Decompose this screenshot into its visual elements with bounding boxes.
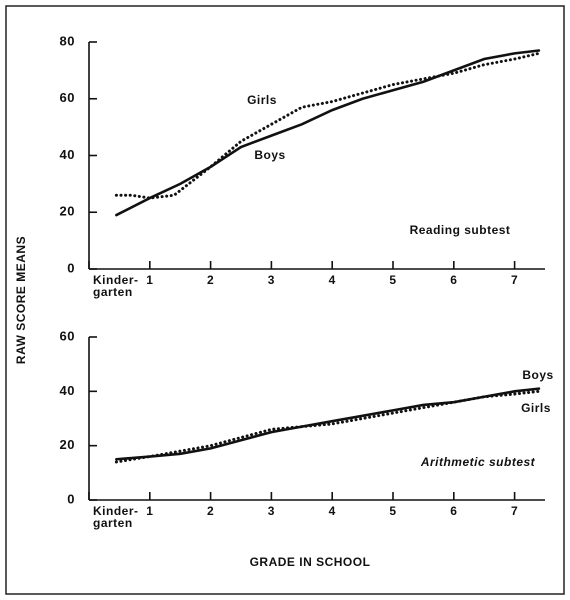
x-tick-label: 1 [146, 504, 153, 518]
x-tick-label: 2 [207, 504, 214, 518]
series-line [114, 51, 541, 200]
y-tick-label: 60 [60, 90, 75, 105]
x-tick-label: 6 [450, 273, 457, 287]
series-label: Girls [521, 401, 551, 415]
y-tick-label: 80 [60, 33, 75, 48]
x-tick-label: 4 [329, 504, 336, 518]
y-tick-label: 20 [60, 437, 75, 452]
y-tick-label: 40 [60, 383, 75, 398]
y-tick-label: 60 [60, 328, 75, 343]
series-label: Boys [254, 148, 285, 162]
y-tick-label: 0 [67, 491, 75, 506]
x-axis-label: GRADE IN SCHOOL [250, 555, 371, 569]
x-tick-label: Kinder-garten [93, 504, 139, 530]
x-tick-label: 2 [207, 273, 214, 287]
x-tick-label: 5 [389, 273, 396, 287]
x-tick-label: 3 [268, 273, 275, 287]
series-line [115, 49, 541, 217]
y-tick-label: 0 [67, 260, 75, 275]
series-label: Boys [522, 368, 553, 382]
frame [5, 5, 565, 595]
annotation: Reading subtest [410, 223, 511, 237]
x-tick-label: 1 [146, 273, 153, 287]
y-tick-label: 40 [60, 147, 75, 162]
x-tick-label: 6 [450, 504, 457, 518]
x-tick-label: 3 [268, 504, 275, 518]
annotation: Arithmetic subtest [420, 455, 536, 469]
series-label: Girls [247, 93, 277, 107]
series-line [114, 389, 541, 464]
x-tick-label: 7 [511, 273, 518, 287]
x-tick-label: 7 [511, 504, 518, 518]
x-tick-label: 4 [329, 273, 336, 287]
x-tick-label: 5 [389, 504, 396, 518]
x-tick-label: Kinder-garten [93, 273, 139, 299]
y-tick-label: 20 [60, 204, 75, 219]
y-axis-label: RAW SCORE MEANS [14, 236, 28, 364]
